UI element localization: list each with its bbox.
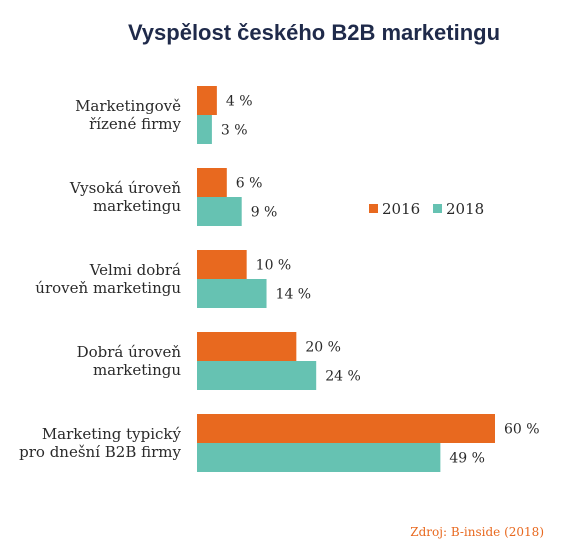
bar-2016-3	[197, 332, 297, 361]
source-note: Zdroj: B-inside (2018)	[410, 525, 544, 539]
category-label-line: Marketing typický	[42, 425, 182, 443]
category-label: Dobrá úroveň marketingu	[77, 343, 182, 379]
value-label-2016-1: 6 %	[236, 176, 263, 192]
value-label-2018-4: 49 %	[449, 451, 485, 467]
category-label: Marketingově řízené firmy	[75, 97, 181, 133]
value-label-2016-3: 20 %	[305, 340, 341, 356]
category-label-line: Velmi dobrá	[89, 261, 181, 279]
labels-layer: Marketingově řízené firmy 4 % 3 % Vysoká úro…	[19, 94, 539, 467]
bars-layer	[197, 86, 495, 472]
category-label-line: Dobrá úroveň	[77, 343, 182, 361]
category-label-line: marketingu	[93, 361, 181, 379]
legend-swatch-2018	[433, 204, 442, 213]
value-label-2016-2: 10 %	[256, 258, 292, 274]
category-label: Velmi dobrá úroveň marketingu	[35, 261, 181, 297]
category-label-line: řízené firmy	[89, 115, 181, 133]
bar-2018-2	[197, 279, 267, 308]
bar-2018-1	[197, 197, 242, 226]
value-label-2016-0: 4 %	[226, 94, 253, 110]
value-label-2016-4: 60 %	[504, 422, 540, 438]
chart-title: Vyspělost českého B2B marketingu	[128, 20, 500, 45]
bar-2016-1	[197, 168, 227, 197]
legend-label-2016: 2016	[382, 200, 420, 218]
category-label-line: pro dnešní B2B firmy	[19, 443, 181, 461]
legend: 2016 2018	[369, 200, 484, 218]
value-label-2018-1: 9 %	[251, 205, 278, 221]
bar-2018-4	[197, 443, 441, 472]
value-label-2018-2: 14 %	[276, 287, 312, 303]
bar-2016-4	[197, 414, 495, 443]
value-label-2018-0: 3 %	[221, 123, 248, 139]
category-label-line: Marketingově	[75, 97, 181, 115]
category-label: Marketing typický pro dnešní B2B firmy	[19, 425, 181, 461]
category-label-line: Vysoká úroveň	[69, 179, 181, 197]
legend-swatch-2016	[369, 204, 378, 213]
legend-label-2018: 2018	[446, 200, 484, 218]
bar-2016-0	[197, 86, 217, 115]
category-label-line: marketingu	[93, 197, 181, 215]
bar-2018-0	[197, 115, 212, 144]
category-label-line: úroveň marketingu	[35, 279, 181, 297]
bar-2018-3	[197, 361, 317, 390]
bar-2016-2	[197, 250, 247, 279]
value-label-2018-3: 24 %	[325, 369, 361, 385]
category-label: Vysoká úroveň marketingu	[69, 179, 181, 215]
